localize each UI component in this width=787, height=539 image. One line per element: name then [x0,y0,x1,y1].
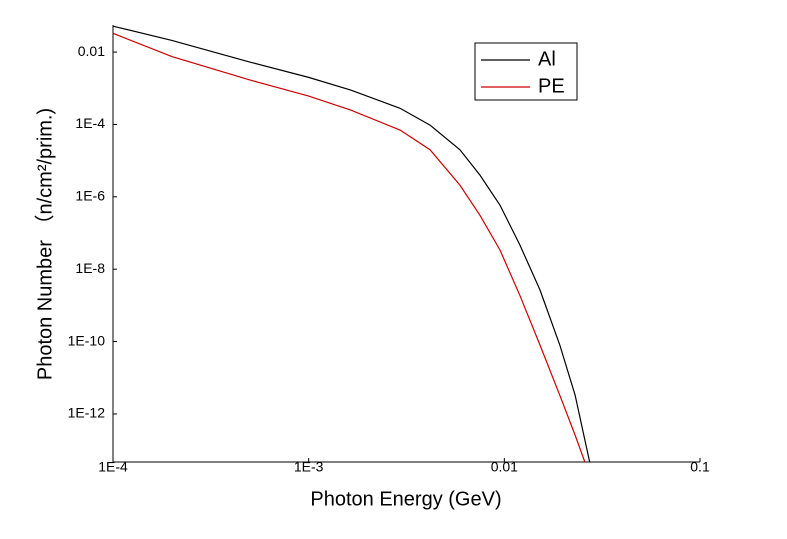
x-tick-label: 0.1 [690,459,710,475]
y-tick-label: 1E-12 [68,405,106,421]
legend-label: Al [538,48,556,70]
data-line [112,32,586,463]
y-tick-label: 1E-6 [75,188,105,204]
legend-box [474,42,578,101]
y-tick-label: 0.01 [78,43,105,59]
x-tick-label: 0.01 [491,459,518,475]
x-tick-label: 1E-4 [98,459,128,475]
data-line [112,25,591,463]
legend-label: PE [538,75,565,97]
y-tick-label: 1E-10 [68,332,106,348]
y-tick-label: 1E-4 [75,115,105,131]
x-tick-label: 1E-3 [294,459,324,475]
x-axis-label: Photon Energy (GeV) [310,488,501,510]
y-axis-label: Photon Number （n/cm²/prim.) [33,108,56,380]
y-tick-label: 1E-8 [75,260,105,276]
